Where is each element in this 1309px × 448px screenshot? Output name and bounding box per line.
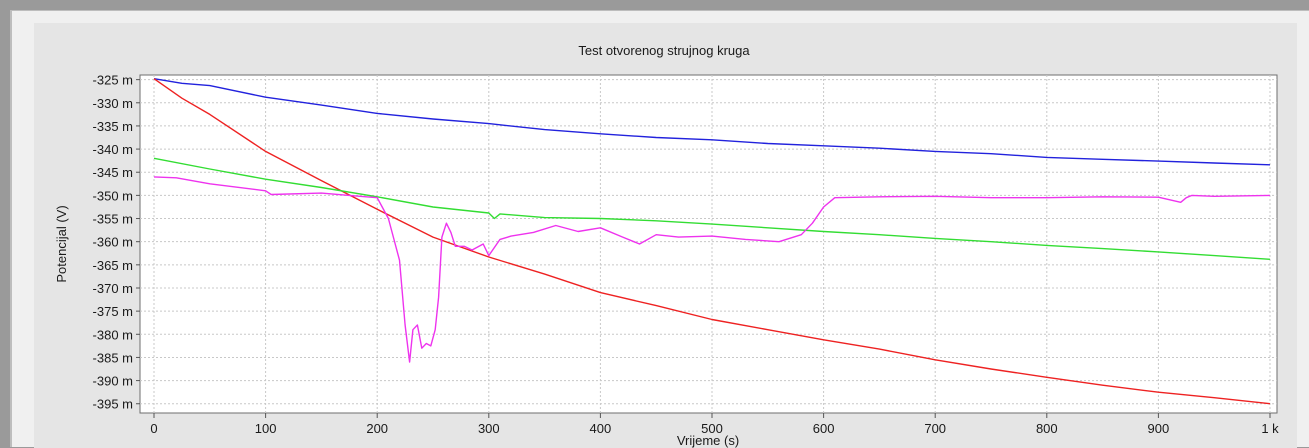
x-tick-label: 900 — [1148, 421, 1170, 436]
plot-area — [139, 74, 1278, 414]
x-tick-label: 800 — [1036, 421, 1058, 436]
y-tick-label: -370 m — [93, 281, 133, 296]
y-tick-label: -385 m — [93, 350, 133, 365]
series-line-3 — [153, 157, 1271, 260]
y-tick-label: -335 m — [93, 119, 133, 134]
x-tick-label: 0 — [150, 421, 157, 436]
x-tick-label: 100 — [255, 421, 277, 436]
x-tick-label: 200 — [366, 421, 388, 436]
y-tick-label: -355 m — [93, 212, 133, 227]
y-tick-label: -340 m — [93, 142, 133, 157]
chart: Test otvorenog strujnog kruga -325 m -330… — [54, 43, 1279, 448]
series-line-2 — [153, 78, 1271, 405]
y-tick-label: -360 m — [93, 235, 133, 250]
app-window: Test otvorenog strujnog kruga -325 m -330… — [10, 10, 1309, 448]
y-tick-label: -330 m — [93, 96, 133, 111]
x-tick-label: 600 — [813, 421, 835, 436]
y-tick-label: -345 m — [93, 165, 133, 180]
series-line-1 — [153, 78, 1271, 166]
series-line-4 — [153, 176, 1271, 363]
x-tick-label: 500 — [701, 421, 723, 436]
y-tick-label: -395 m — [93, 397, 133, 412]
series-lines — [153, 78, 1271, 405]
x-tick-label: 1 k — [1261, 421, 1279, 436]
y-tick-label: -325 m — [93, 73, 133, 88]
y-tick-label: -380 m — [93, 327, 133, 342]
y-tick-label: -365 m — [93, 258, 133, 273]
chart-panel: Test otvorenog strujnog kruga -325 m -330… — [34, 23, 1297, 448]
x-tick-label: 400 — [590, 421, 612, 436]
y-axis-ticks: -325 m -330 m -335 m -340 m -345 m -350 m -355… — [93, 73, 140, 412]
x-tick-label: 300 — [478, 421, 500, 436]
chart-title: Test otvorenog strujnog kruga — [578, 43, 750, 58]
grid — [140, 75, 1277, 413]
x-axis-ticks: 0 100 200 300 400 500 600 700 800 900 1 k — [150, 413, 1279, 436]
y-tick-label: -375 m — [93, 304, 133, 319]
y-tick-label: -390 m — [93, 374, 133, 389]
y-axis-title: Potencijal (V) — [54, 205, 69, 282]
x-tick-label: 700 — [924, 421, 946, 436]
x-axis-title: Vrijeme (s) — [677, 433, 739, 448]
y-tick-label: -350 m — [93, 188, 133, 203]
